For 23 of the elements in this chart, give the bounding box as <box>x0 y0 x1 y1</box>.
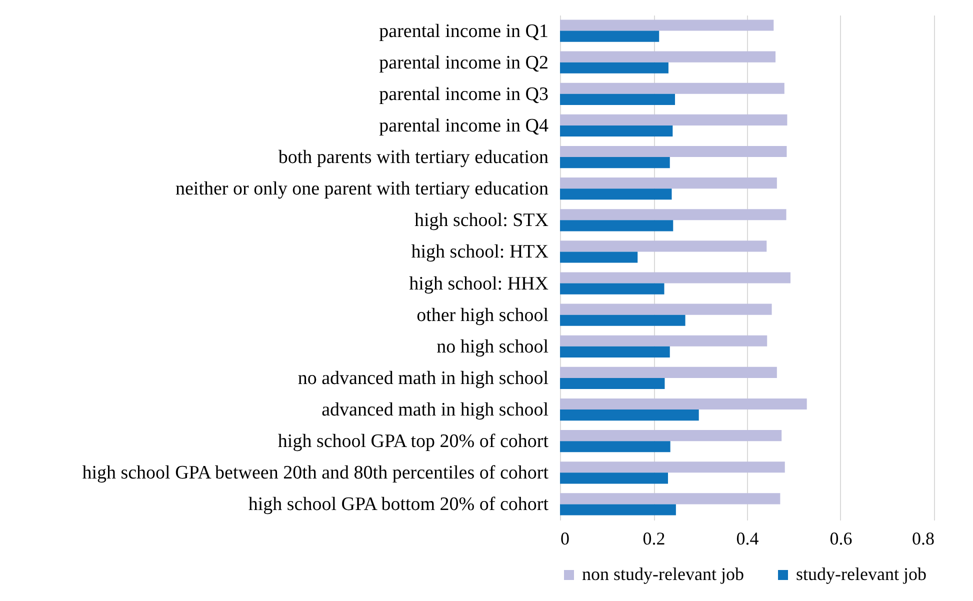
y-tick-label: neither or only one parent with tertiary education <box>175 178 549 200</box>
y-tick-label: parental income in Q2 <box>379 52 548 74</box>
y-tick-label: parental income in Q3 <box>379 84 548 105</box>
y-tick-label: no high school <box>436 336 548 358</box>
y-tick-label: high school: STX <box>414 210 549 232</box>
y-tick-label: no advanced math in high school <box>298 368 548 389</box>
x-tick-label: 0.4 <box>736 528 759 548</box>
y-tick-label: parental income in Q1 <box>379 20 548 42</box>
y-tick-label: advanced math in high school <box>322 400 548 421</box>
y-tick-label: other high school <box>416 304 548 326</box>
y-tick-label: high school: HHX <box>409 273 549 294</box>
legend-label: non study-relevant job <box>582 564 744 584</box>
y-tick-label: high school: HTX <box>411 242 549 263</box>
y-tick-label: both parents with tertiary education <box>278 147 549 168</box>
x-tick-label: 0.6 <box>830 528 852 548</box>
y-tick-label: high school GPA bottom 20% of cohort <box>248 494 550 516</box>
y-tick-label: parental income in Q4 <box>379 115 549 136</box>
legend-label: study-relevant job <box>796 564 926 584</box>
y-tick-label: high school GPA top 20% of cohort <box>278 431 550 452</box>
x-tick-label: 0 <box>560 528 570 548</box>
y-tick-label: high school GPA between 20th and 80th percentiles of cohort <box>82 462 550 484</box>
x-tick-label: 0.2 <box>642 528 666 548</box>
x-tick-label: 0.8 <box>912 528 934 548</box>
